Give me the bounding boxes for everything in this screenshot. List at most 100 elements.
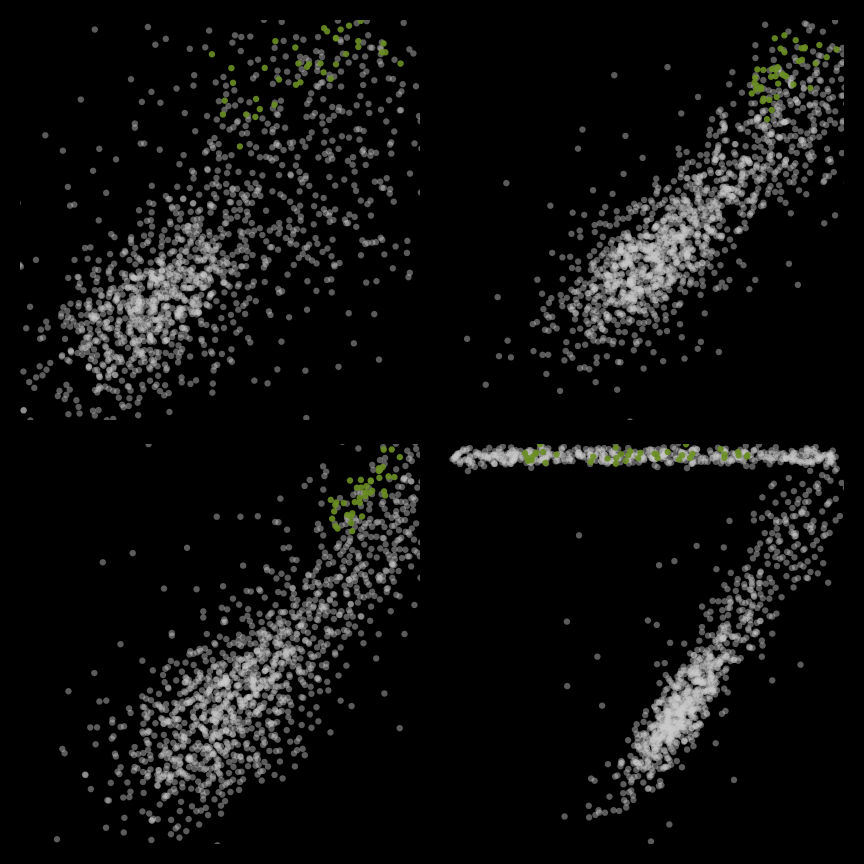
scatter-point [750,602,756,608]
scatter-point [292,763,298,769]
scatter-point [614,208,620,214]
scatter-point [359,63,365,69]
scatter-point [391,523,397,529]
scatter-point [652,323,658,329]
scatter-point [411,536,417,542]
scatter-point [300,628,306,634]
scatter-point [732,141,738,147]
highlight-point [333,35,339,41]
highlight-point [343,51,349,57]
scatter-point [190,82,196,88]
scatter-point [779,104,785,110]
scatter-point [237,97,243,103]
scatter-point [650,349,656,355]
scatter-point [108,355,114,361]
scatter-point [530,348,536,354]
scatter-point [304,307,310,313]
scatter-point [108,231,114,237]
scatter-point [328,576,334,582]
scatter-point [294,154,300,160]
scatter-point [175,359,181,365]
scatter-point [380,535,386,541]
scatter-point [68,347,74,353]
scatter-point [620,790,626,796]
scatter-point [238,703,244,709]
scatter-point [341,176,347,182]
scatter-point [149,223,155,229]
scatter-point [822,173,828,179]
scatter-point [288,237,294,243]
scatter-point [128,311,134,317]
highlight-point [760,98,766,104]
scatter-point [332,651,338,657]
highlight-point [317,60,323,66]
scatter-point [216,98,222,104]
scatter-point [530,321,536,327]
scatter-point [219,791,225,797]
scatter-point [386,75,392,81]
scatter-point [240,562,246,568]
scatter-point [284,526,290,532]
scatter-point [277,495,283,501]
scatter-point [690,714,696,720]
scatter-point [320,96,326,102]
scatter-point [203,789,209,795]
scatter-point [259,115,265,121]
scatter-point [209,262,215,268]
scatter-point [324,641,330,647]
scatter-point [340,535,346,541]
scatter-point [559,303,565,309]
scatter-point [726,81,732,87]
scatter-point [299,138,305,144]
scatter-point [713,566,719,572]
scatter-point [106,367,112,373]
scatter-point [67,323,73,329]
scatter-point [42,132,48,138]
scatter-point [656,562,662,568]
scatter-point [213,79,219,85]
scatter-point [246,755,252,761]
scatter-point [562,348,568,354]
scatter-point [653,233,659,239]
scatter-point [230,319,236,325]
scatter-point [157,147,163,153]
scatter-point [176,305,182,311]
scatter-point [792,126,798,132]
scatter-point [405,274,411,280]
scatter-point [782,161,788,167]
scatter-point [762,607,768,613]
scatter-point [185,816,191,822]
scatter-point [594,354,600,360]
scatter-point [171,700,177,706]
scatter-point [195,702,201,708]
scatter-point [418,539,420,545]
scatter-point [135,412,141,418]
scatter-point [826,498,832,504]
scatter-point [314,527,320,533]
scatter-point [170,330,176,336]
scatter-point [716,223,722,229]
scatter-point [784,549,790,555]
scatter-point [303,114,309,120]
scatter-point [802,162,808,168]
scatter-point [731,657,737,663]
scatter-point [165,196,171,202]
scatter-point [162,666,168,672]
scatter-point [539,352,545,358]
scatter-point [660,358,666,364]
scatter-point [679,764,685,770]
scatter-point [575,343,581,349]
scatter-point [332,182,338,188]
scatter-point [795,496,801,502]
scatter-point [86,297,92,303]
scatter-point [603,246,609,252]
scatter-point [790,513,796,519]
scatter-point [822,61,828,67]
highlight-point [381,446,387,452]
scatter-point [681,355,687,361]
scatter-point [191,722,197,728]
scatter-point [757,144,763,150]
scatter-point [124,779,130,785]
scatter-point [736,623,742,629]
scatter-point [539,291,545,297]
